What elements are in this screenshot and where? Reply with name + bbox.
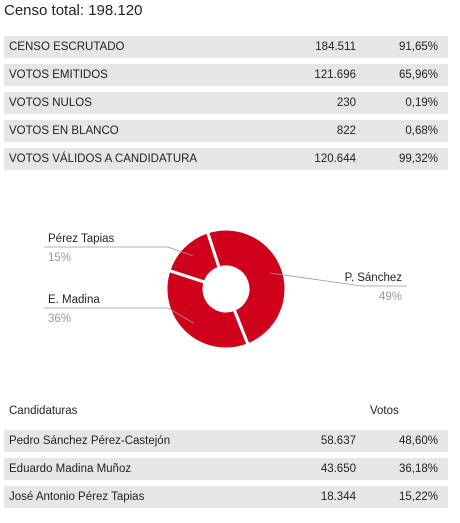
leader-line-0	[270, 272, 407, 287]
slice-value-label-0: 49%	[379, 291, 402, 303]
candidate-pct: 15,22%	[398, 491, 438, 503]
stat-row-blanco: VOTOS EN BLANCO 822 0,68%	[4, 120, 448, 142]
slice-0	[205, 227, 288, 347]
candidate-votes: 18.344	[320, 491, 356, 503]
stat-pct: 91,65%	[398, 41, 438, 53]
slice-1	[164, 268, 251, 351]
stat-count: 120.644	[314, 153, 356, 165]
candidates-header-name: Candidaturas	[9, 405, 78, 417]
candidate-row-madina: Eduardo Madina Muñoz 43.650 36,18%	[4, 458, 448, 480]
slice-value-label-2: 15%	[48, 252, 71, 264]
slice-labels: P. Sánchez 49% E. Madina 36% Pérez Tapias 15%	[48, 233, 402, 325]
candidates-table: Pedro Sánchez Pérez-Castejón 58.637 48,6…	[4, 430, 448, 514]
stat-label: VOTOS EN BLANCO	[9, 125, 119, 137]
candidate-pct: 36,18%	[398, 463, 438, 475]
stat-row-validos: VOTOS VÁLIDOS A CANDIDATURA 120.644 99,3…	[4, 148, 448, 170]
stat-pct: 65,96%	[398, 69, 438, 81]
candidate-name: Eduardo Madina Muñoz	[9, 463, 132, 475]
leader-line-1	[44, 307, 195, 324]
slice-label-2: Pérez Tapias	[48, 233, 115, 245]
candidate-votes: 58.637	[320, 435, 356, 447]
slice-value-label-1: 36%	[48, 313, 71, 325]
slice-label-1: E. Madina	[48, 294, 100, 306]
stat-label: VOTOS NULOS	[9, 97, 92, 109]
stat-label: VOTOS VÁLIDOS A CANDIDATURA	[9, 153, 198, 165]
slices	[164, 227, 288, 351]
candidates-header-votes: Votos	[370, 405, 399, 417]
stat-count: 230	[336, 97, 356, 109]
census-total: Censo total: 198.120	[4, 2, 143, 19]
stat-pct: 99,32%	[398, 153, 438, 165]
leader-lines	[44, 246, 407, 324]
stat-count: 822	[336, 125, 356, 137]
slice-label-0: P. Sánchez	[345, 272, 403, 284]
candidate-votes: 43.650	[320, 463, 356, 475]
candidate-name: José Antonio Pérez Tapias	[9, 491, 145, 503]
donut-chart: P. Sánchez 49% E. Madina 36% Pérez Tapias 15%	[44, 227, 407, 351]
stats-table: CENSO ESCRUTADO 184.511 91,65% VOTOS EMI…	[4, 36, 448, 176]
stat-label: CENSO ESCRUTADO	[9, 41, 125, 53]
stat-row-escrutado: CENSO ESCRUTADO 184.511 91,65%	[4, 36, 448, 58]
candidate-pct: 48,60%	[398, 435, 438, 447]
stat-pct: 0,19%	[405, 97, 438, 109]
leader-line-2	[44, 246, 193, 257]
candidates-header: Candidaturas Votos	[4, 405, 448, 421]
candidate-row-sanchez: Pedro Sánchez Pérez-Castejón 58.637 48,6…	[4, 430, 448, 452]
stat-label: VOTOS EMITIDOS	[9, 69, 108, 81]
slice-2	[167, 230, 222, 285]
candidate-name: Pedro Sánchez Pérez-Castejón	[9, 435, 171, 447]
stat-pct: 0,68%	[405, 125, 438, 137]
stat-count: 121.696	[314, 69, 356, 81]
stat-row-emitidos: VOTOS EMITIDOS 121.696 65,96%	[4, 64, 448, 86]
candidate-row-tapias: José Antonio Pérez Tapias 18.344 15,22%	[4, 486, 448, 508]
stat-row-nulos: VOTOS NULOS 230 0,19%	[4, 92, 448, 114]
stat-count: 184.511	[315, 41, 356, 53]
